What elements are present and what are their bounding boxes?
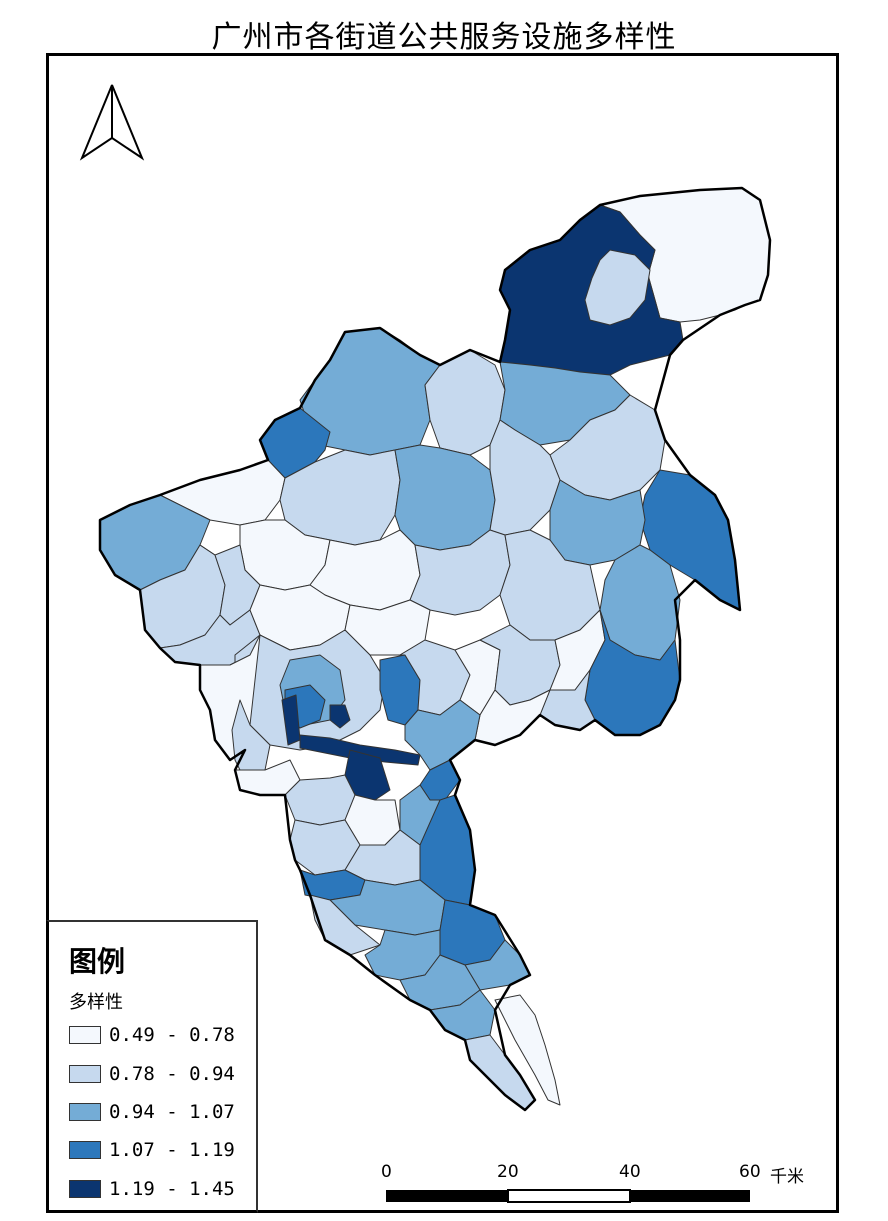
legend-label: 1.07 - 1.19 xyxy=(109,1139,235,1161)
legend-item: 1.19 - 1.45 xyxy=(69,1176,235,1202)
legend-heading: 图例 xyxy=(69,945,126,978)
legend-item: 0.78 - 0.94 xyxy=(69,1061,235,1087)
legend-swatch xyxy=(69,1065,101,1083)
legend: 图例 多样性 0.49 - 0.78 0.78 - 0.94 0.94 - 1.… xyxy=(46,920,258,1213)
scale-bar xyxy=(386,1189,750,1203)
district-panyu-light-4 xyxy=(309,894,381,956)
scale-unit: 千米 xyxy=(770,1167,804,1187)
legend-field-name: 多样性 xyxy=(69,992,123,1013)
scale-tick-label: 0 xyxy=(381,1162,392,1182)
north-arrow-icon xyxy=(79,84,145,161)
scale-tick-label: 40 xyxy=(619,1162,641,1182)
legend-swatch xyxy=(69,1180,101,1198)
district-center-med-1 xyxy=(394,444,496,551)
legend-swatch xyxy=(69,1141,101,1159)
legend-item: 0.94 - 1.07 xyxy=(69,1099,235,1125)
legend-item: 1.07 - 1.19 xyxy=(69,1137,235,1163)
district-north-inner xyxy=(584,249,651,326)
district-island xyxy=(494,994,561,1106)
district-core-darkest-3 xyxy=(329,704,351,729)
scale-tick-label: 20 xyxy=(497,1162,519,1182)
scale-tick-label: 60 xyxy=(739,1162,761,1182)
map-title: 广州市各街道公共服务设施多样性 xyxy=(211,20,677,55)
city-boundary xyxy=(98,186,772,1112)
legend-item: 0.49 - 0.78 xyxy=(69,1022,235,1048)
legend-label: 0.78 - 0.94 xyxy=(109,1063,235,1085)
legend-label: 0.49 - 0.78 xyxy=(109,1024,235,1046)
district-core-darkest-2 xyxy=(299,734,421,766)
legend-swatch xyxy=(69,1026,101,1044)
legend-swatch xyxy=(69,1103,101,1121)
legend-label: 0.94 - 1.07 xyxy=(109,1101,235,1123)
legend-label: 1.19 - 1.45 xyxy=(109,1178,235,1200)
